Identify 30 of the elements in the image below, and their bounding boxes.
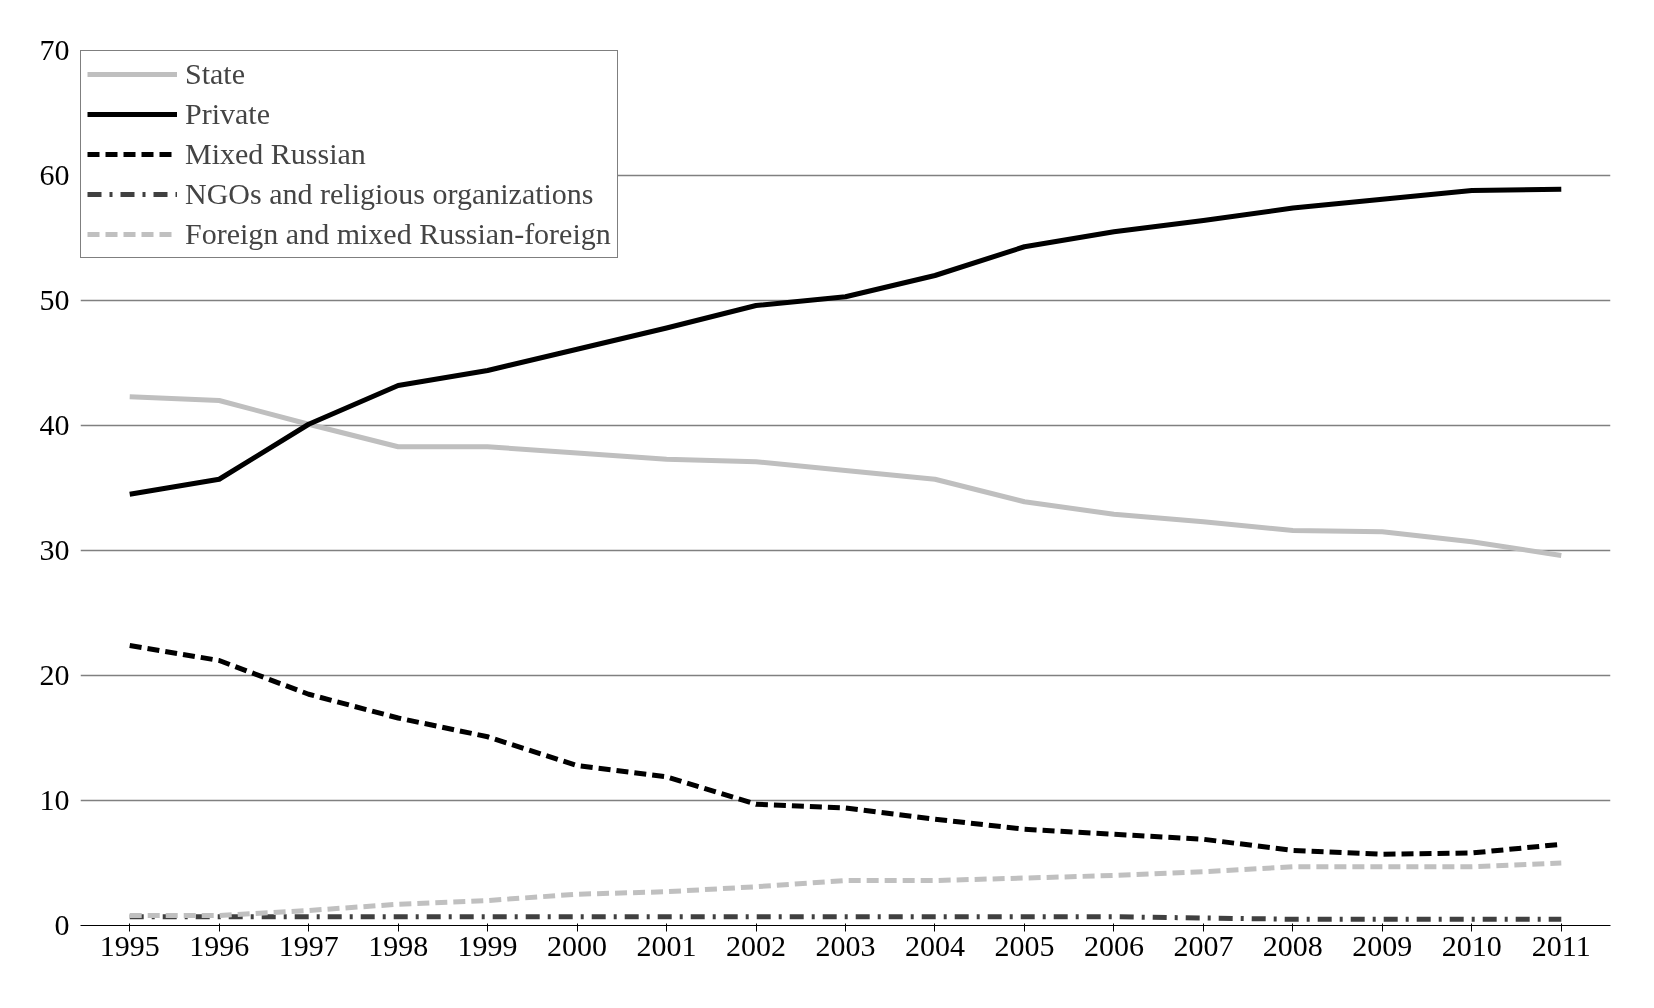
y-tick-label: 0 (54, 908, 70, 941)
x-tick-label: 2004 (904, 928, 965, 962)
y-tick-label: 50 (39, 283, 70, 316)
x-tick-label: 2003 (815, 928, 876, 962)
legend-label: Private (185, 97, 270, 131)
legend-label: Foreign and mixed Russian-foreign (185, 217, 611, 251)
y-tick-label: 40 (39, 408, 70, 441)
y-tick-label: 70 (39, 33, 70, 66)
x-tick-label: 1997 (278, 928, 339, 962)
legend-label: State (185, 57, 245, 91)
x-tick-label: 2005 (994, 928, 1055, 962)
x-tick-label: 2010 (1441, 928, 1502, 962)
x-tick-label: 2009 (1352, 928, 1413, 962)
x-tick-label: 2008 (1262, 928, 1323, 962)
x-tick-label: 2000 (547, 928, 608, 962)
x-tick-label: 1996 (189, 928, 250, 962)
y-tick-label: 30 (39, 533, 70, 566)
x-tick-label: 2002 (726, 928, 787, 962)
x-tick-label: 2011 (1531, 928, 1591, 962)
x-tick-label: 1995 (99, 928, 160, 962)
x-tick-label: 2006 (1083, 928, 1144, 962)
y-tick-label: 10 (39, 783, 70, 816)
x-tick-label: 1999 (457, 928, 518, 962)
y-tick-label: 60 (39, 158, 70, 191)
legend-label: Mixed Russian (185, 137, 366, 171)
x-tick-label: 2007 (1173, 928, 1234, 962)
legend-label: NGOs and religious organizations (185, 177, 594, 211)
x-tick-label: 2001 (636, 928, 697, 962)
x-tick-label: 1998 (368, 928, 429, 962)
y-tick-label: 20 (39, 658, 70, 691)
